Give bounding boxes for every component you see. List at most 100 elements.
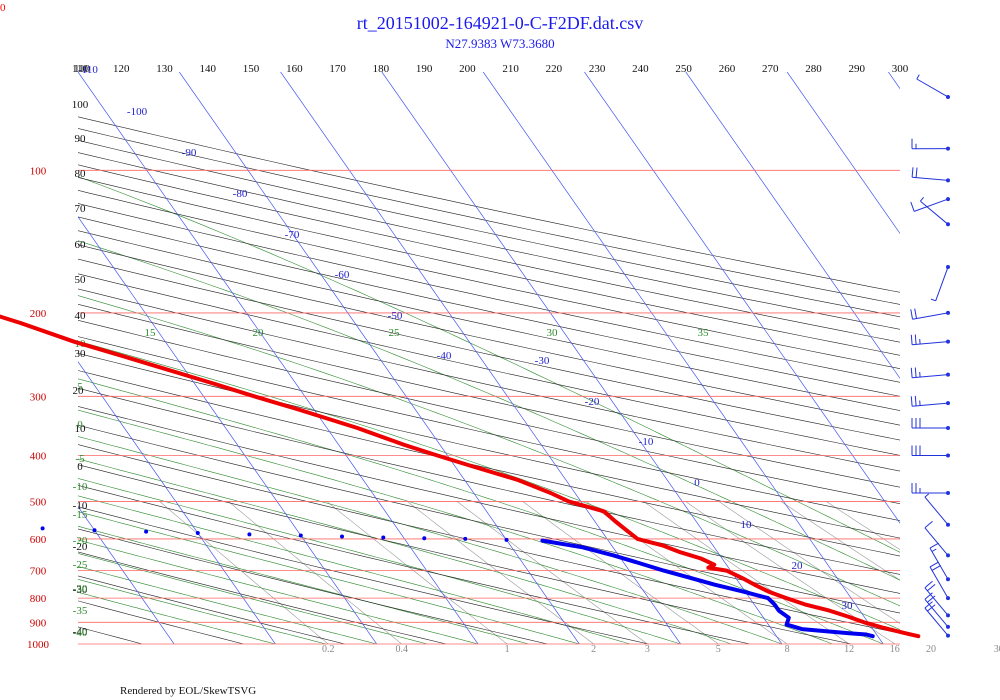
dry-adiabat-line (0, 30, 41, 644)
wind-barb (924, 493, 950, 527)
dry-adiabat-line (78, 551, 447, 644)
wind-barb (910, 367, 950, 379)
wind-barb (920, 196, 950, 227)
theta-tick-label: 240 (632, 63, 649, 75)
dry-adiabat-label: 10 (75, 423, 87, 435)
pressure-tick-label: 1000 (27, 639, 50, 651)
dry-adiabat-line (78, 506, 649, 644)
wind-barb (910, 308, 950, 320)
moist-adiabat-label: 35 (698, 327, 710, 339)
dry-adiabat-line (78, 370, 900, 557)
isotherm-label: -10 (639, 436, 654, 448)
moist-adiabat-label: 30 (547, 327, 559, 339)
dry-adiabat-line (78, 190, 900, 369)
isotherm-line (381, 72, 783, 644)
moist-adiabat-line (78, 436, 782, 644)
dry-adiabat-label: 30 (75, 348, 87, 360)
isotherm-label: -60 (335, 269, 350, 281)
moist-adiabat-line (78, 579, 327, 644)
dry-adiabat-line (78, 319, 900, 505)
moist-adiabat-label: -40 (73, 627, 88, 639)
dry-adiabat-line (78, 164, 900, 343)
moist-adiabat-line (78, 495, 631, 644)
moist-adiabat-line (78, 478, 681, 644)
dry-adiabat-line (78, 230, 900, 411)
dewpoint-point (340, 534, 344, 539)
moist-adiabat-label: -35 (73, 605, 88, 617)
theta-tick-label: 300 (892, 63, 909, 75)
pressure-tick-label: 300 (30, 391, 47, 403)
dewpoint-point (247, 532, 252, 537)
isotherm-label: -110 (78, 64, 98, 76)
moist-adiabat-line (78, 566, 377, 644)
theta-tick-label: 220 (546, 63, 563, 75)
footer-credit: Rendered by EOL/SkewTSVG (120, 685, 256, 697)
isotherm-label: 0 (694, 477, 700, 489)
dewpoint-point (381, 535, 386, 540)
dewpoint-point (463, 536, 468, 541)
isotherm-line (78, 505, 175, 644)
theta-tick-label: 170 (329, 63, 346, 75)
moist-adiabat-label: 0 (77, 419, 83, 431)
wind-barb (929, 542, 950, 582)
dry-adiabat-label: -10 (73, 500, 88, 512)
moist-adiabat-label: -30 (73, 583, 88, 595)
dry-adiabat-label: 50 (75, 274, 87, 286)
moist-adiabat-label: -5 (75, 453, 85, 465)
wind-barb (930, 265, 950, 302)
dry-adiabat-label: 100 (72, 99, 89, 111)
moist-adiabats (78, 176, 900, 644)
wind-barb (924, 601, 950, 638)
theta-tick-label: 120 (113, 63, 130, 75)
mixing-ratio-label: 12 (844, 644, 854, 655)
isotherm-label: 30 (842, 600, 854, 612)
chart-subtitle: N27.9383 W73.3680 (445, 36, 554, 51)
isotherm-line (786, 72, 900, 235)
moist-adiabat-line (78, 176, 900, 553)
theta-tick-label: 230 (589, 63, 606, 75)
moist-adiabat-label: -15 (73, 509, 88, 521)
theta-tick-label: 140 (200, 63, 217, 75)
moist-adiabat-line (78, 295, 900, 607)
pressure-tick-label: 700 (30, 566, 47, 578)
dewpoint-point (504, 537, 509, 542)
dry-adiabat-label: 40 (75, 310, 87, 322)
dry-adiabat-line (78, 177, 900, 356)
isotherm-label: 10 (741, 519, 753, 531)
isotherm-label: 20 (792, 560, 804, 572)
wind-barb (924, 592, 950, 629)
dewpoint-point (40, 526, 45, 531)
isotherm-line (78, 361, 276, 644)
moist-adiabat-label: -20 (73, 535, 88, 547)
dry-adiabat-line (78, 203, 900, 383)
moist-adiabat-line (78, 525, 529, 644)
wind-barb (911, 418, 950, 431)
wind-barb (910, 197, 950, 212)
dry-adiabat-line (78, 116, 900, 293)
wind-barbs (910, 74, 950, 638)
isotherm-line (482, 72, 884, 644)
isobars (78, 169, 900, 645)
mixing-ratio-label: 0.2 (322, 644, 335, 655)
moist-adiabat-label: -25 (73, 559, 88, 571)
mixing-ratio-label: 1 (505, 644, 510, 655)
wind-barb (911, 483, 950, 496)
dry-adiabat-label: 80 (75, 168, 87, 180)
theta-tick-label: 130 (156, 63, 173, 75)
isotherm-line (584, 72, 900, 524)
mixing-ratio-label: 2 (591, 644, 596, 655)
dry-adiabat-line (78, 244, 900, 426)
dry-adiabats (0, 30, 900, 644)
moist-adiabat-line (78, 591, 276, 644)
dewpoint-profile (540, 538, 875, 639)
wind-barb (910, 334, 950, 346)
pressure-tick-label: 500 (30, 496, 47, 508)
isotherm-line (179, 72, 580, 644)
dry-adiabat-label: 90 (75, 133, 87, 145)
moist-adiabat-line (78, 378, 884, 644)
isotherm-label: -90 (182, 147, 197, 159)
dry-adiabat-label: 70 (75, 203, 87, 215)
isotherm-label: -50 (388, 310, 403, 322)
